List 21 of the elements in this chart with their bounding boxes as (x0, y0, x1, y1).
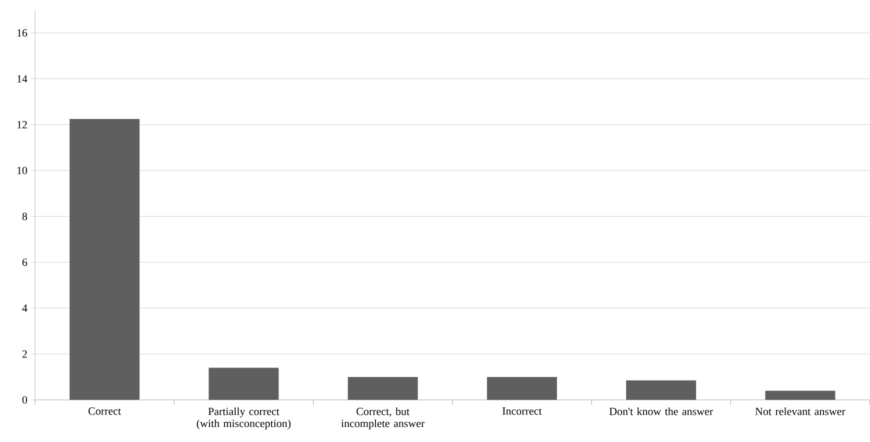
x-tick-label: Correct (88, 407, 121, 415)
x-tick-label: Incorrect (502, 407, 542, 415)
y-tick-label: 4 (22, 304, 28, 312)
bar (626, 380, 696, 400)
y-tick-label: 10 (17, 166, 28, 174)
y-tick-label: 6 (22, 258, 28, 266)
bar (348, 377, 418, 400)
y-tick-label: 16 (17, 29, 28, 37)
y-tick-label: 14 (17, 75, 28, 82)
x-tick-label: Don't know the answer (609, 407, 713, 416)
x-tick-label: Correct, but incomplete answer (341, 407, 425, 430)
y-tick-label: 2 (22, 350, 27, 358)
bar (765, 390, 836, 400)
y-tick-label: 8 (22, 212, 28, 220)
x-tick-label: Not relevant answer (755, 407, 846, 416)
y-tick-label: 12 (17, 121, 27, 128)
x-tick-label: Partially correct (with misconception) (196, 407, 291, 430)
bar (208, 368, 279, 400)
bar (486, 377, 557, 400)
y-tick-label: 0 (22, 396, 28, 404)
bar (70, 118, 140, 400)
